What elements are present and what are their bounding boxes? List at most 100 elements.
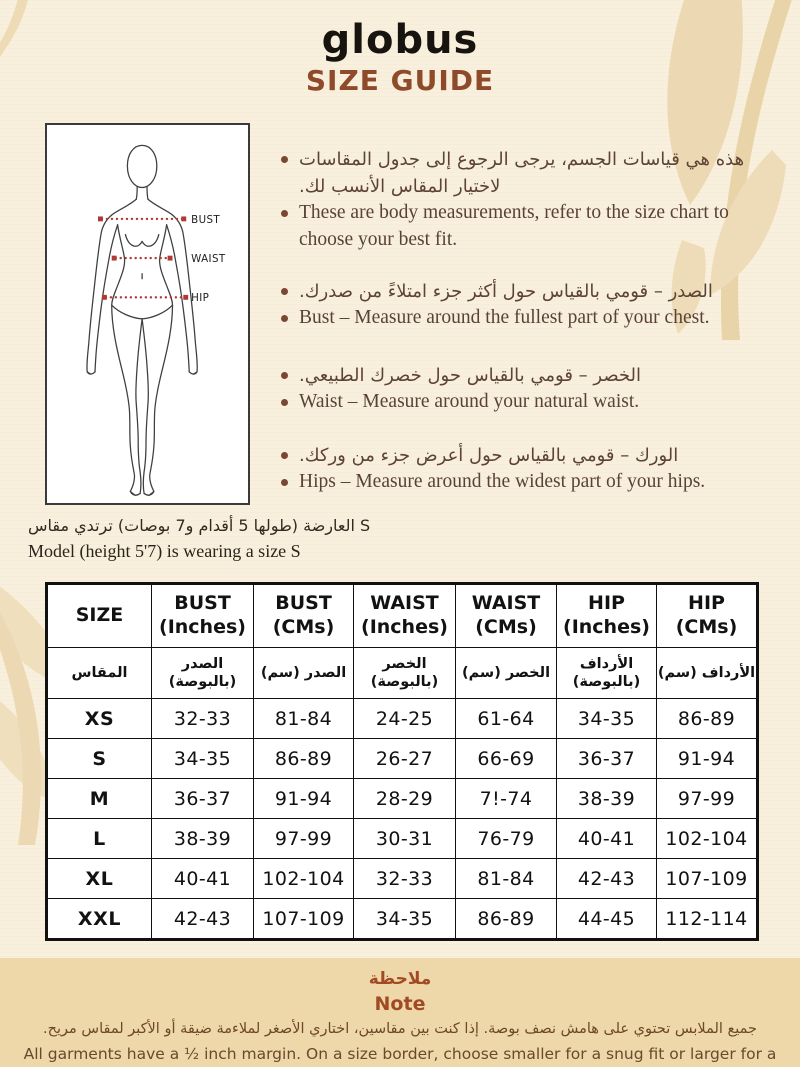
page-title: SIZE GUIDE bbox=[305, 64, 495, 97]
instruction-hip-en: Hips – Measure around the widest part of… bbox=[281, 469, 745, 496]
body-measurement-diagram: BUST WAIST HIP bbox=[86, 144, 226, 497]
model-info-en: Model (height 5'7) is wearing a size S bbox=[28, 540, 301, 561]
brand-logo: globus bbox=[321, 17, 479, 63]
instruction-waist-en: Waist – Measure around your natural wais… bbox=[281, 389, 745, 416]
value-cell: 81-84 bbox=[455, 858, 557, 899]
value-cell: 40-41 bbox=[151, 858, 254, 899]
value-cell: 61-64 bbox=[455, 698, 557, 739]
header-waist-inches-ar: الخصر (بالبوصة) bbox=[353, 647, 456, 699]
instruction-waist-ar: الخصر – قومي بالقياس حول خصرك الطبيعي. bbox=[281, 362, 745, 389]
value-cell: 38-39 bbox=[151, 818, 254, 859]
bullet-icon bbox=[281, 451, 288, 459]
note-title-en: Note bbox=[374, 992, 426, 1015]
value-cell: 107-109 bbox=[656, 858, 758, 899]
instruction-general-en: These are body measurements, refer to th… bbox=[281, 200, 745, 254]
size-cell: XXL bbox=[46, 898, 152, 940]
bullet-icon bbox=[281, 287, 288, 295]
value-cell: 107-109 bbox=[253, 898, 354, 940]
header-size: SIZE bbox=[46, 583, 152, 648]
waist-label: WAIST bbox=[191, 253, 226, 265]
model-info: العارضة (طولها 5 أقدام و7 بوصات) ترتدي م… bbox=[28, 514, 548, 564]
size-cell: XL bbox=[46, 858, 152, 899]
bullet-icon bbox=[281, 314, 288, 322]
note-section: ملاحظة Note جميع الملابس تحتوي على هامش … bbox=[0, 958, 800, 1067]
table-row-xxl: XXL 42-43 107-109 34-35 86-89 44-45 112-… bbox=[46, 898, 758, 940]
size-cell: M bbox=[46, 778, 152, 819]
size-table-container: SIZE BUST (Inches) BUST (CMs) WAIST (Inches… bbox=[45, 582, 759, 941]
value-cell: 91-94 bbox=[656, 738, 758, 779]
value-cell: 34-35 bbox=[556, 698, 657, 739]
bullet-icon bbox=[281, 210, 288, 217]
size-cell: S bbox=[46, 738, 152, 779]
header-hip-cms: HIP (CMs) bbox=[656, 583, 758, 648]
hip-label: HIP bbox=[191, 292, 209, 304]
value-cell: 102-104 bbox=[253, 858, 354, 899]
value-cell: 32-33 bbox=[151, 698, 254, 739]
instruction-general-ar: هذه هي قياسات الجسم، يرجى الرجوع إلى جدو… bbox=[281, 146, 745, 200]
header-hip-inches: HIP (Inches) bbox=[556, 583, 657, 648]
table-header-row-ar: المقاس الصدر (بالبوصة) الصدر (سم) الخصر … bbox=[46, 647, 758, 699]
header-hip-inches-ar: الأرداف (بالبوصة) bbox=[556, 647, 657, 699]
table-row-xl: XL 40-41 102-104 32-33 81-84 42-43 107-1… bbox=[46, 858, 758, 899]
header-bust-cms: BUST (CMs) bbox=[253, 583, 354, 648]
measurement-lines bbox=[100, 217, 186, 299]
model-info-ar: العارضة (طولها 5 أقدام و7 بوصات) ترتدي م… bbox=[28, 516, 371, 535]
instruction-bust-en: Bust – Measure around the fullest part o… bbox=[281, 305, 745, 332]
value-cell: 66-69 bbox=[455, 738, 557, 779]
table-row-l: L 38-39 97-99 30-31 76-79 40-41 102-104 bbox=[46, 818, 758, 859]
value-cell: 86-89 bbox=[253, 738, 354, 779]
value-cell: 42-43 bbox=[151, 898, 254, 940]
value-cell: 86-89 bbox=[455, 898, 557, 940]
bullet-icon bbox=[281, 371, 288, 379]
header-bust-inches: BUST (Inches) bbox=[151, 583, 254, 648]
bullet-icon bbox=[281, 398, 288, 406]
header-bust-cms-ar: الصدر (سم) bbox=[253, 647, 354, 699]
value-cell: 28-29 bbox=[353, 778, 456, 819]
value-cell: 36-37 bbox=[151, 778, 254, 819]
instruction-hip-ar: الورك – قومي بالقياس حول أعرض جزء من ورك… bbox=[281, 442, 745, 469]
value-cell: 91-94 bbox=[253, 778, 354, 819]
bullet-icon bbox=[281, 478, 288, 486]
value-cell: 112-114 bbox=[656, 898, 758, 940]
size-cell: L bbox=[46, 818, 152, 859]
value-cell: 34-35 bbox=[353, 898, 456, 940]
instruction-general: هذه هي قياسات الجسم، يرجى الرجوع إلى جدو… bbox=[281, 146, 745, 254]
value-cell: 81-84 bbox=[253, 698, 354, 739]
value-cell: 32-33 bbox=[353, 858, 456, 899]
table-row-s: S 34-35 86-89 26-27 66-69 36-37 91-94 bbox=[46, 738, 758, 779]
header-size-ar: المقاس bbox=[46, 647, 152, 699]
table-row-xs: XS 32-33 81-84 24-25 61-64 34-35 86-89 bbox=[46, 698, 758, 739]
size-table: SIZE BUST (Inches) BUST (CMs) WAIST (Inches… bbox=[45, 582, 759, 941]
note-body-en: All garments have a ½ inch margin. On a … bbox=[23, 1044, 777, 1063]
table-row-m: M 36-37 91-94 28-29 7!-74 38-39 97-99 bbox=[46, 778, 758, 819]
instruction-hip: الورك – قومي بالقياس حول أعرض جزء من ورك… bbox=[281, 442, 745, 496]
measurement-instructions: هذه هي قياسات الجسم، يرجى الرجوع إلى جدو… bbox=[281, 146, 745, 520]
table-header-row-en: SIZE BUST (Inches) BUST (CMs) WAIST (Inches… bbox=[46, 583, 758, 648]
value-cell: 26-27 bbox=[353, 738, 456, 779]
value-cell: 30-31 bbox=[353, 818, 456, 859]
header-hip-cms-ar: الأرداف (سم) bbox=[656, 647, 758, 699]
header-waist-inches: WAIST (Inches) bbox=[353, 583, 456, 648]
value-cell: 102-104 bbox=[656, 818, 758, 859]
value-cell: 44-45 bbox=[556, 898, 657, 940]
header-bust-inches-ar: الصدر (بالبوصة) bbox=[151, 647, 254, 699]
instruction-waist: الخصر – قومي بالقياس حول خصرك الطبيعي. W… bbox=[281, 362, 745, 416]
bullet-icon bbox=[281, 156, 288, 163]
note-body-ar: جميع الملابس تحتوي على هامش نصف بوصة. إذ… bbox=[43, 1021, 757, 1038]
value-cell: 38-39 bbox=[556, 778, 657, 819]
value-cell: 42-43 bbox=[556, 858, 657, 899]
instruction-bust: الصدر – قومي بالقياس حول أكثر جزء امتلاء… bbox=[281, 278, 745, 332]
bust-label: BUST bbox=[191, 214, 220, 226]
value-cell: 34-35 bbox=[151, 738, 254, 779]
value-cell: 24-25 bbox=[353, 698, 456, 739]
value-cell: 36-37 bbox=[556, 738, 657, 779]
header-waist-cms-ar: الخصر (سم) bbox=[455, 647, 557, 699]
header: globus SIZE GUIDE bbox=[0, 18, 800, 98]
instruction-bust-ar: الصدر – قومي بالقياس حول أكثر جزء امتلاء… bbox=[281, 278, 745, 305]
note-title-ar: ملاحظة bbox=[368, 969, 432, 989]
value-cell: 7!-74 bbox=[455, 778, 557, 819]
size-cell: XS bbox=[46, 698, 152, 739]
value-cell: 86-89 bbox=[656, 698, 758, 739]
header-waist-cms: WAIST (CMs) bbox=[455, 583, 557, 648]
